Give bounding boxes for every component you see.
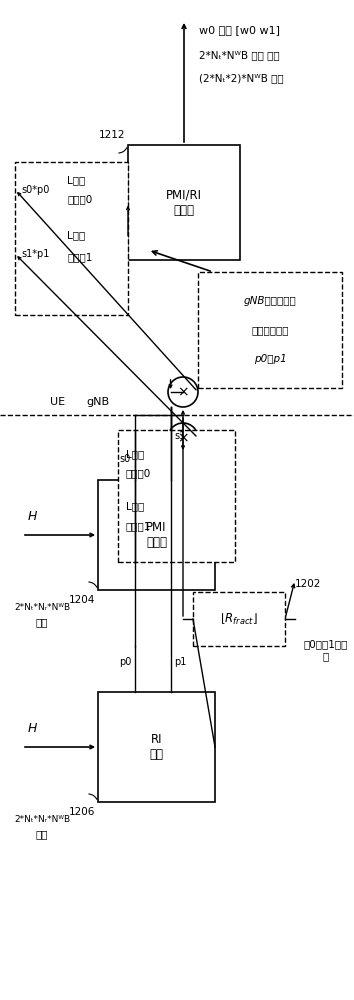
Text: 2*Nₜ*Nᵣ*NᵂB: 2*Nₜ*Nᵣ*NᵂB [14,603,70,612]
Text: 用于层1: 用于层1 [126,521,152,531]
Text: p0和p1: p0和p1 [253,354,286,364]
Text: 1204: 1204 [69,595,95,605]
Text: L实值: L实值 [126,502,144,512]
Bar [15,162,128,315]
Text: 用于层0: 用于层0 [126,469,151,479]
Text: PMI
编码器: PMI 编码器 [146,521,167,549]
Text: 实值: 实值 [36,829,48,839]
Text: 1212: 1212 [98,130,125,140]
Bar [198,272,342,388]
Text: 实值: 实值 [36,617,48,627]
Bar [118,430,235,562]
Text: L实值: L实值 [126,449,144,459]
Text: p1: p1 [175,657,187,667]
Text: (2*Nₜ*2)*NᵂB 实值: (2*Nₜ*2)*NᵂB 实值 [199,73,284,83]
Text: s0*p0: s0*p0 [21,185,49,195]
Text: s0: s0 [119,454,130,464]
Text: 2*Nₜ*Nᵣ*NᵂB: 2*Nₜ*Nᵣ*NᵂB [14,816,70,824]
Text: H: H [27,722,37,735]
Text: $\lfloor R_{fract} \rfloor$: $\lfloor R_{fract} \rfloor$ [220,611,258,627]
Bar [193,592,285,646]
Text: ×: × [177,431,189,445]
Bar [98,692,215,802]
Text: w0 或者 [w0 w1]: w0 或者 [w0 w1] [199,25,280,35]
Text: L实值: L实值 [67,175,85,185]
Bar [98,480,215,590]
Text: H: H [27,510,37,523]
Bar [128,145,240,260]
Text: s1: s1 [175,431,186,441]
Text: 指示导出权重: 指示导出权重 [251,325,289,335]
Text: 用于层1: 用于层1 [67,252,92,262]
Text: p0: p0 [119,657,131,667]
Text: 层0和层1的概
率: 层0和层1的概 率 [304,639,348,661]
Text: ×: × [177,385,189,399]
Text: gNB基于分数秩: gNB基于分数秩 [244,296,296,306]
Text: 1206: 1206 [69,807,95,817]
Text: 用于层0: 用于层0 [67,194,92,204]
Text: s1*p1: s1*p1 [21,249,49,259]
Text: gNB: gNB [86,397,109,407]
Text: UE: UE [50,397,65,407]
Text: 1202: 1202 [295,579,321,589]
Text: 2*Nₜ*NᵂB 实值 或者: 2*Nₜ*NᵂB 实值 或者 [199,50,280,60]
Text: L实值: L实值 [67,230,85,240]
Text: PMI/RI
解码器: PMI/RI 解码器 [166,188,202,217]
Text: RI
分类: RI 分类 [149,733,164,761]
